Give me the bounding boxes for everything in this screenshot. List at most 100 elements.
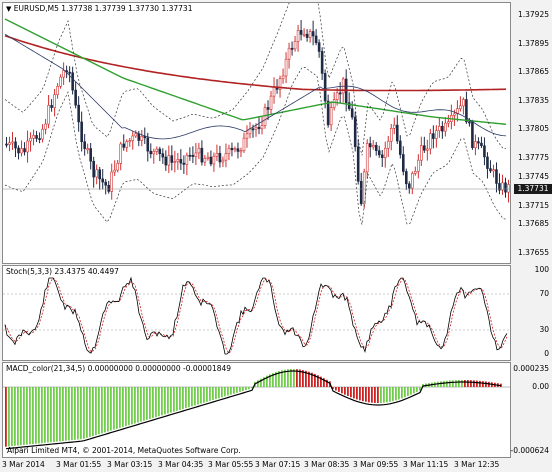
candle-body (20, 148, 23, 154)
time-axis[interactable]: 3 Mar 2014 3 Mar 01:55 3 Mar 03:15 3 Mar… (0, 458, 552, 472)
candle-body (317, 42, 321, 52)
candle-body (104, 181, 107, 186)
candle-body (320, 51, 324, 74)
candle-body (89, 148, 92, 162)
macd-bar (98, 387, 100, 435)
candle-body (260, 125, 264, 130)
macd-bar (335, 387, 337, 391)
candle-body (492, 169, 495, 172)
candle-body (453, 113, 456, 116)
candle-body (98, 169, 101, 180)
macd-bar (143, 387, 145, 421)
macd-bar (413, 387, 415, 394)
macd-bar (416, 387, 418, 392)
macd-axis[interactable]: 0.000235 0.00 -0.000624 (511, 362, 552, 458)
candle-body (38, 138, 41, 140)
stoch-pane[interactable]: Stoch(5,3,3) 23.4375 40.4497 (2, 265, 511, 361)
macd-bar (410, 387, 412, 395)
candle-body (308, 31, 312, 38)
candle-body (465, 99, 468, 123)
candle-body (5, 143, 8, 146)
candle-body (122, 143, 126, 148)
macd-bar (281, 370, 283, 387)
macd-bar (212, 387, 214, 400)
symbol-label: EURUSD,M5 (13, 4, 59, 13)
candle-body (371, 144, 375, 148)
macd-bar (308, 371, 310, 387)
price-pane[interactable]: ▼ EURUSD,M5 1.37738 1.37739 1.37730 1.37… (2, 2, 511, 264)
candle-body (173, 161, 177, 163)
candle-body (23, 148, 26, 153)
candle-body (215, 152, 219, 157)
price-tick: 1.37805 (517, 124, 549, 133)
candle-body (323, 73, 327, 102)
candle-body (326, 100, 330, 126)
macd-bar (137, 387, 139, 423)
candle-body (269, 95, 273, 110)
candle-body (197, 147, 201, 154)
macd-bar (260, 378, 262, 387)
candle-body (408, 183, 411, 189)
stoch-axis[interactable]: 100 70 30 0 (511, 265, 552, 361)
macd-bar (191, 387, 193, 407)
candle-body (236, 148, 240, 152)
envelope-upper (4, 3, 507, 156)
time-tick: 3 Mar 12:35 (454, 460, 500, 469)
chart-collapse-icon[interactable]: ▼ (6, 5, 12, 13)
price-chart (3, 3, 510, 225)
candle-body (386, 140, 390, 149)
candle-body (435, 130, 438, 139)
macd-bar (299, 369, 301, 387)
candle-body (182, 162, 186, 165)
candle-body (263, 107, 267, 126)
macd-bar (65, 387, 67, 441)
candle-body (471, 121, 474, 148)
macd-bar (341, 387, 343, 394)
macd-bar (122, 387, 124, 427)
macd-bar (8, 387, 10, 447)
candle-body (423, 145, 426, 151)
macd-pane[interactable]: MACD_color(21,34,5) 0.00000000 0.0000000… (2, 362, 511, 458)
macd-bar (20, 387, 22, 446)
macd-bar (119, 387, 121, 428)
macd-bar (395, 387, 397, 401)
macd-bar (350, 387, 352, 398)
macd-bar (455, 380, 457, 387)
candle-body (194, 152, 198, 157)
macd-bar (38, 387, 40, 444)
macd-bar (389, 387, 391, 402)
macd-bar (449, 380, 451, 387)
macd-bar (53, 387, 55, 442)
candle-body (56, 86, 59, 95)
candle-body (77, 104, 80, 123)
macd-bar (179, 387, 181, 410)
candle-body (311, 31, 315, 37)
macd-bar (257, 380, 259, 387)
macd-bar (164, 387, 166, 415)
macd-bar (80, 387, 82, 440)
macd-bar (32, 387, 34, 444)
macd-bar (56, 387, 58, 442)
candle-body (287, 47, 291, 60)
candle-body (302, 33, 306, 36)
candle-body (495, 169, 498, 184)
macd-bar (323, 378, 325, 387)
candle-body (212, 155, 216, 165)
candle-body (164, 156, 168, 166)
candle-body (398, 140, 402, 155)
candle-body (441, 125, 444, 132)
candle-body (185, 154, 189, 165)
macd-bar (104, 387, 106, 433)
macd-bar (149, 387, 151, 419)
macd-bar (239, 387, 241, 392)
macd-bar (404, 387, 406, 398)
macd-bar (227, 387, 229, 396)
candle-body (254, 126, 258, 130)
candle-body (221, 159, 225, 163)
price-axis[interactable]: 1.37925 1.37895 1.37865 1.37835 1.37805 … (511, 2, 552, 264)
stoch-tick: 0 (544, 349, 549, 358)
macd-bar (14, 387, 16, 446)
macd-bar (464, 380, 466, 387)
candle-body (332, 99, 336, 108)
macd-signal-line (5, 370, 502, 450)
